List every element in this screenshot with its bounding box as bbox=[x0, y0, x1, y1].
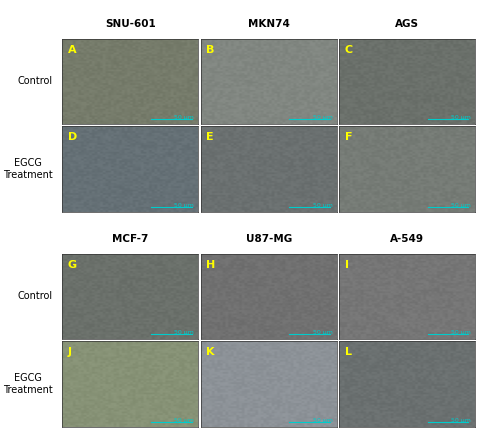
Text: A-549: A-549 bbox=[390, 233, 424, 244]
Text: U87-MG: U87-MG bbox=[246, 233, 292, 244]
Text: Control: Control bbox=[18, 76, 53, 86]
Text: MKN74: MKN74 bbox=[248, 18, 290, 29]
Text: 50 μm: 50 μm bbox=[174, 115, 194, 120]
Text: SNU-601: SNU-601 bbox=[105, 18, 156, 29]
Text: G: G bbox=[68, 260, 77, 270]
Text: 50 μm: 50 μm bbox=[451, 203, 471, 209]
Text: EGCG
Treatment: EGCG Treatment bbox=[3, 158, 53, 180]
Text: C: C bbox=[345, 45, 353, 55]
Text: EGCG
Treatment: EGCG Treatment bbox=[3, 373, 53, 395]
Text: 50 μm: 50 μm bbox=[313, 203, 333, 209]
Text: K: K bbox=[206, 347, 215, 357]
Text: H: H bbox=[206, 260, 216, 270]
Text: 50 μm: 50 μm bbox=[451, 115, 471, 120]
Text: J: J bbox=[68, 347, 72, 357]
Text: 50 μm: 50 μm bbox=[174, 330, 194, 335]
Text: F: F bbox=[345, 132, 352, 142]
Text: 50 μm: 50 μm bbox=[174, 203, 194, 209]
Text: MCF-7: MCF-7 bbox=[112, 233, 149, 244]
Text: Control: Control bbox=[18, 291, 53, 301]
Text: L: L bbox=[345, 347, 352, 357]
Text: 50 μm: 50 μm bbox=[451, 330, 471, 335]
Text: 50 μm: 50 μm bbox=[313, 418, 333, 423]
Text: 50 μm: 50 μm bbox=[313, 330, 333, 335]
Text: AGS: AGS bbox=[395, 18, 419, 29]
Text: 50 μm: 50 μm bbox=[313, 115, 333, 120]
Text: 50 μm: 50 μm bbox=[451, 418, 471, 423]
Text: D: D bbox=[68, 132, 77, 142]
Text: B: B bbox=[206, 45, 215, 55]
Text: E: E bbox=[206, 132, 214, 142]
Text: I: I bbox=[345, 260, 348, 270]
Text: 50 μm: 50 μm bbox=[174, 418, 194, 423]
Text: A: A bbox=[68, 45, 76, 55]
